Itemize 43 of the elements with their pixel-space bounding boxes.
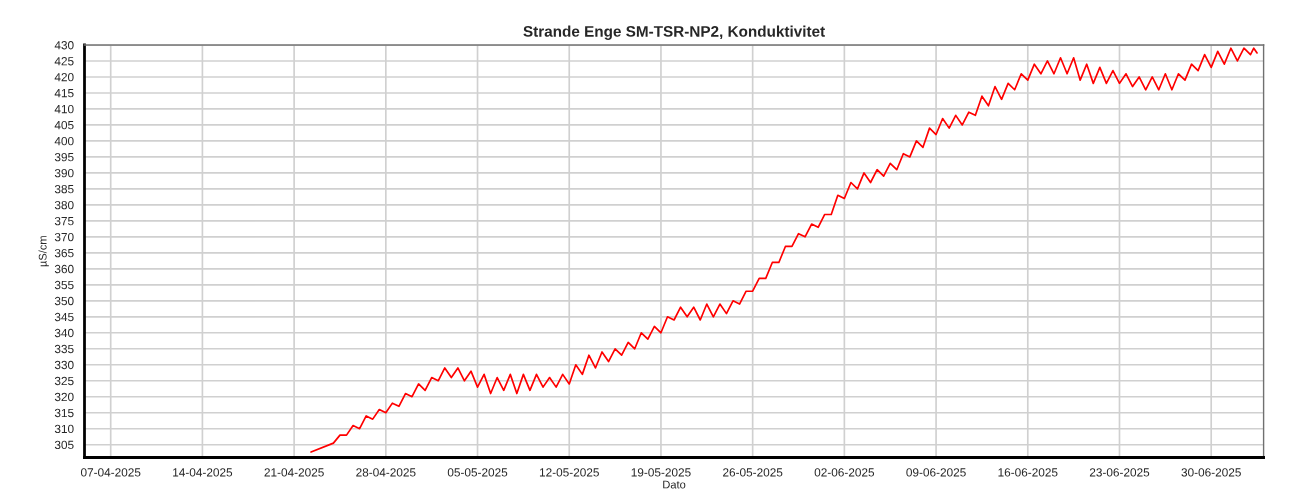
x-axis-title: Dato bbox=[663, 480, 686, 489]
x-tick-label: 07-04-2025 bbox=[80, 468, 141, 477]
y-tick-label: 430 bbox=[54, 41, 74, 50]
x-tick-label: 21-04-2025 bbox=[264, 468, 324, 477]
y-tick-label: 355 bbox=[54, 280, 74, 290]
y-tick-label: 325 bbox=[54, 376, 74, 386]
y-tick-label: 345 bbox=[54, 312, 74, 322]
y-tick-label: 365 bbox=[54, 248, 74, 258]
x-tick-label: 14-04-2025 bbox=[173, 468, 233, 477]
y-tick-label: 315 bbox=[54, 408, 74, 418]
y-tick-label: 305 bbox=[54, 440, 74, 450]
x-tick-label: 26-05-2025 bbox=[723, 468, 783, 477]
x-tick-label: 23-06-2025 bbox=[1089, 468, 1150, 477]
y-tick-label: 310 bbox=[54, 424, 74, 434]
y-tick-label: 330 bbox=[54, 360, 74, 370]
x-tick-label: 19-05-2025 bbox=[631, 468, 691, 477]
x-tick-label: 02-06-2025 bbox=[814, 468, 875, 477]
line-series bbox=[310, 47, 1258, 453]
y-tick-label: 395 bbox=[54, 152, 74, 162]
chart-title: Strande Enge SM-TSR-NP2, Konduktivitet bbox=[523, 25, 825, 40]
y-tick-label: 350 bbox=[54, 296, 74, 306]
y-tick-label: 420 bbox=[54, 73, 74, 82]
y-tick-label: 400 bbox=[54, 136, 74, 146]
y-tick-label: 380 bbox=[54, 200, 74, 210]
x-tick-label: 30-06-2025 bbox=[1181, 468, 1241, 477]
y-tick-label: 375 bbox=[54, 216, 74, 226]
y-tick-label: 360 bbox=[54, 264, 74, 274]
x-tick-label: 16-06-2025 bbox=[998, 468, 1058, 477]
x-tick-label: 28-04-2025 bbox=[356, 468, 416, 477]
y-tick-label: 410 bbox=[54, 104, 74, 114]
y-tick-label: 335 bbox=[54, 344, 74, 354]
y-tick-label: 340 bbox=[54, 328, 74, 338]
y-tick-label: 390 bbox=[54, 168, 74, 178]
y-tick-label: 405 bbox=[54, 120, 74, 130]
y-axis-title: µS/cm bbox=[38, 236, 49, 267]
x-tick-label: 12-05-2025 bbox=[539, 468, 599, 477]
y-tick-label: 370 bbox=[54, 232, 74, 242]
x-tick-label: 05-05-2025 bbox=[447, 468, 508, 477]
y-tick-label: 425 bbox=[54, 57, 74, 66]
x-tick-label: 09-06-2025 bbox=[906, 468, 966, 477]
y-tick-label: 415 bbox=[54, 89, 74, 98]
y-tick-label: 320 bbox=[54, 392, 74, 402]
y-tick-label: 385 bbox=[54, 184, 74, 194]
